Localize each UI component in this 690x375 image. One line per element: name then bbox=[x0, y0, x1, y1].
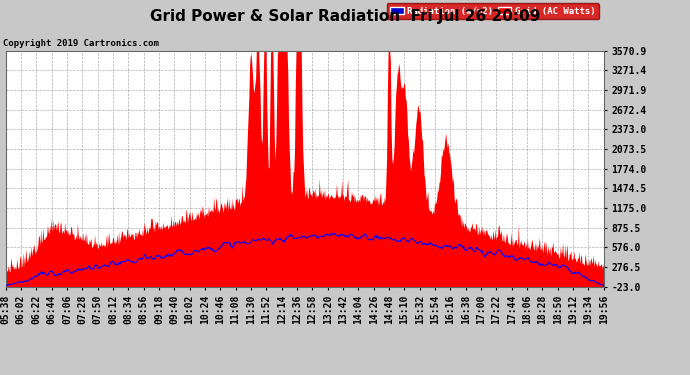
Text: Grid Power & Solar Radiation  Fri Jul 26 20:09: Grid Power & Solar Radiation Fri Jul 26 … bbox=[150, 9, 540, 24]
Text: Copyright 2019 Cartronics.com: Copyright 2019 Cartronics.com bbox=[3, 39, 159, 48]
Legend: Radiation (w/m2), Grid (AC Watts): Radiation (w/m2), Grid (AC Watts) bbox=[386, 3, 599, 20]
